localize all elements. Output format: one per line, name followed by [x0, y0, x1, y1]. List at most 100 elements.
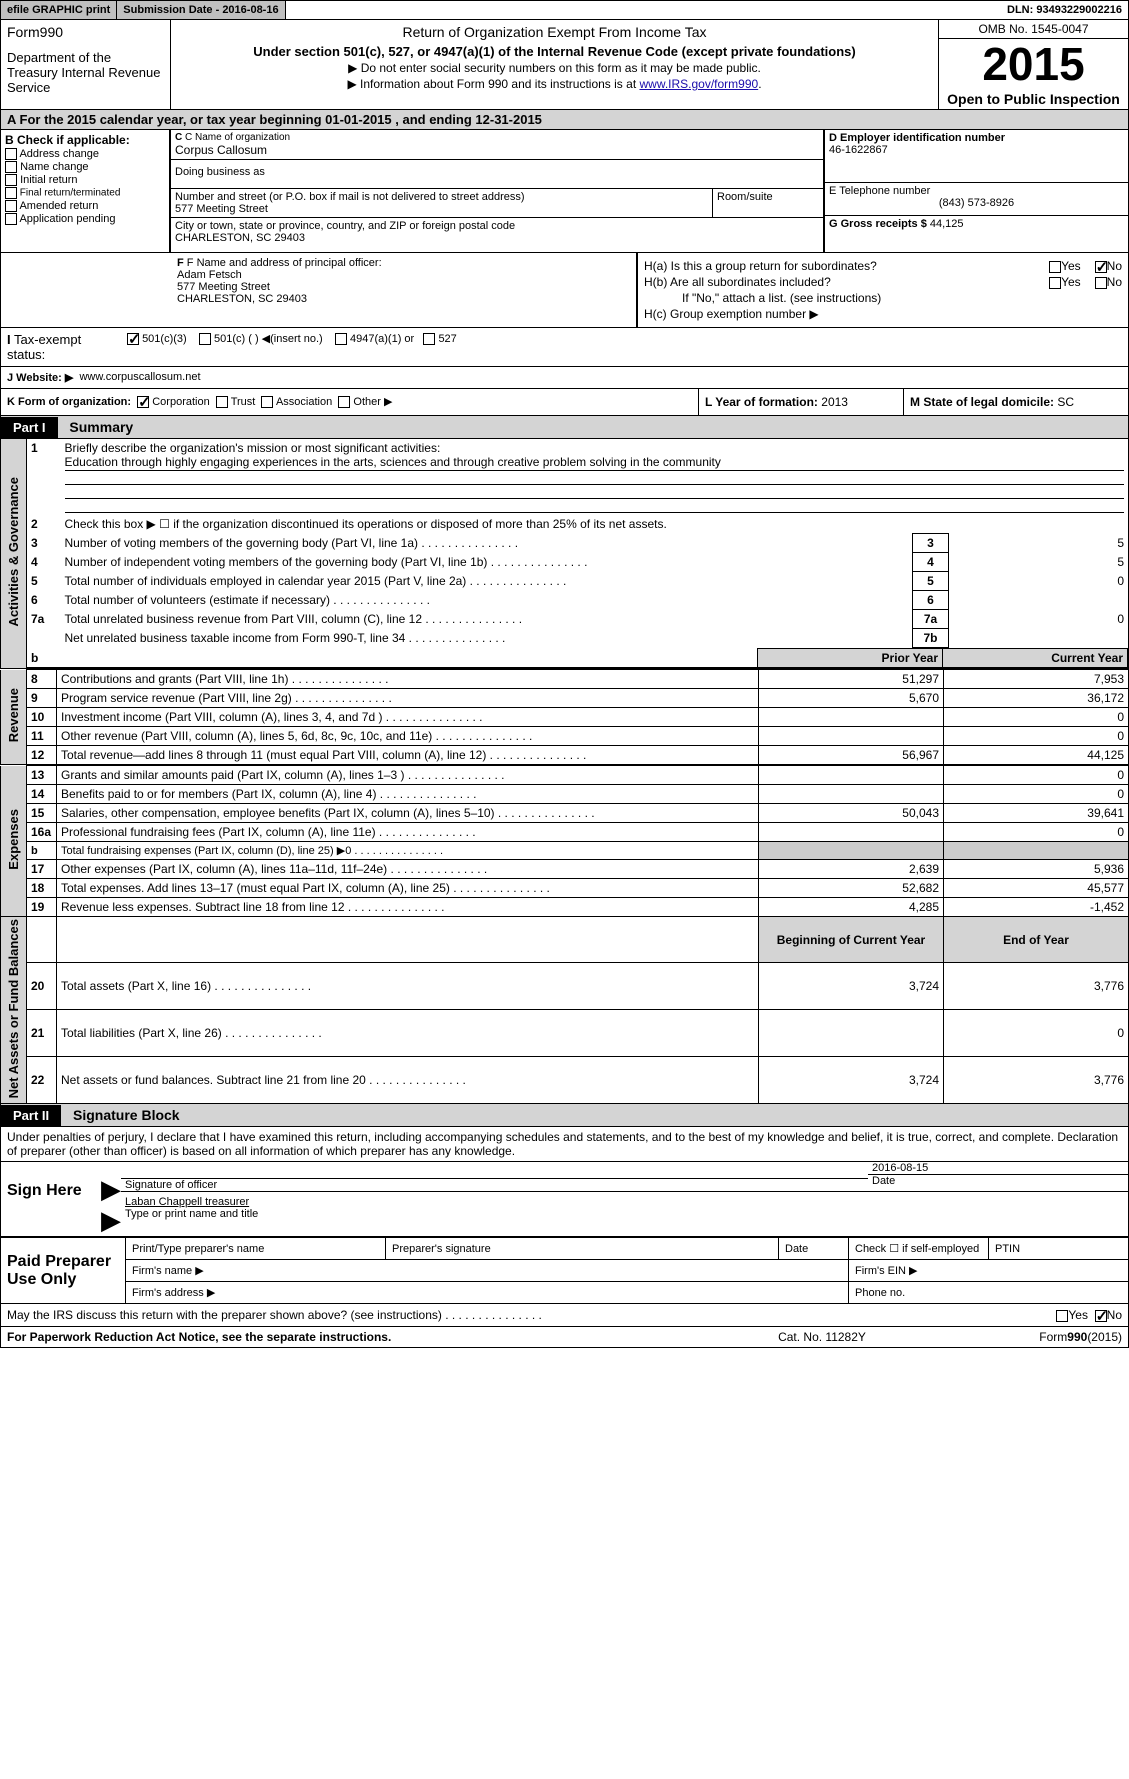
phone-label: E Telephone number	[829, 185, 1124, 197]
dln: DLN: 93493229002216	[1001, 1, 1128, 19]
line-desc: Revenue less expenses. Subtract line 18 …	[57, 898, 759, 917]
sig-officer-label: Signature of officer	[121, 1178, 868, 1191]
form-number: Form990	[7, 24, 164, 40]
cb-527[interactable]: 527	[423, 333, 456, 345]
line-desc: Other expenses (Part IX, column (A), lin…	[57, 860, 759, 879]
cb-name-change[interactable]: Name change	[5, 161, 165, 173]
row-a-tax-year: A For the 2015 calendar year, or tax yea…	[0, 110, 1129, 130]
cy-val: 0	[944, 766, 1129, 785]
perjury-text: Under penalties of perjury, I declare th…	[0, 1127, 1129, 1162]
form-version: Form990(2015)	[922, 1330, 1122, 1344]
irs-yes[interactable]: Yes	[1056, 1308, 1088, 1322]
m-label: M State of legal domicile:	[910, 395, 1054, 409]
h-a-yes[interactable]: Yes	[1049, 259, 1081, 273]
hdr-current: Current Year	[943, 649, 1128, 668]
line4-text: Number of independent voting members of …	[61, 553, 913, 572]
cy-val: 45,577	[944, 879, 1129, 898]
cy-val: 0	[944, 823, 1129, 842]
section-h: H(a) Is this a group return for subordin…	[638, 253, 1128, 327]
sign-here-label: Sign Here	[1, 1162, 101, 1236]
py-val	[759, 1010, 944, 1057]
cb-address-change[interactable]: Address change	[5, 148, 165, 160]
cb-final-return[interactable]: Final return/terminated	[5, 187, 165, 199]
line7b-val	[949, 629, 1129, 648]
efile-print-button[interactable]: efile GRAPHIC print	[1, 1, 117, 19]
part1-title: Summary	[61, 416, 141, 438]
irs-link[interactable]: www.IRS.gov/form990	[639, 77, 758, 91]
h-a-no[interactable]: No	[1095, 259, 1122, 273]
section-table: Expenses13Grants and similar amounts pai…	[0, 765, 1129, 917]
py-val	[759, 727, 944, 746]
k-label: K Form of organization:	[7, 396, 131, 408]
section-table: Net Assets or Fund BalancesBeginning of …	[0, 917, 1129, 1104]
summary-table: Activities & Governance 1 Briefly descri…	[0, 439, 1129, 669]
cy-val: -1,452	[944, 898, 1129, 917]
l-value: 2013	[821, 395, 848, 409]
section-table: Revenue8Contributions and grants (Part V…	[0, 669, 1129, 765]
cb-amended-return[interactable]: Amended return	[5, 200, 165, 212]
cb-4947[interactable]: 4947(a)(1) or	[335, 333, 414, 345]
line-desc: Total assets (Part X, line 16)	[57, 963, 759, 1010]
cy-val: 3,776	[944, 963, 1129, 1010]
line-desc: Total revenue—add lines 8 through 11 (mu…	[57, 746, 759, 765]
py-val: 50,043	[759, 804, 944, 823]
firm-ein: Firm's EIN ▶	[849, 1260, 1129, 1282]
part2-hdr: Part II	[1, 1105, 61, 1126]
officer-name: Adam Fetsch	[177, 269, 630, 281]
py-val	[759, 766, 944, 785]
room-suite-box: Room/suite	[713, 189, 823, 217]
h-b-no[interactable]: No	[1095, 275, 1122, 289]
prep-check[interactable]: Check ☐ if self-employed	[849, 1238, 989, 1260]
section-b-label: B Check if applicable:	[5, 133, 165, 147]
gross-value: 44,125	[930, 218, 964, 230]
line3-val: 5	[949, 534, 1129, 553]
irs-no[interactable]: No	[1095, 1308, 1122, 1322]
cb-application-pending[interactable]: Application pending	[5, 213, 165, 225]
topbar: efile GRAPHIC print Submission Date - 20…	[0, 0, 1129, 20]
h-a-text: H(a) Is this a group return for subordin…	[644, 259, 1049, 273]
topbar-filler	[286, 1, 1001, 19]
py-val	[759, 785, 944, 804]
cb-association[interactable]: Association	[261, 396, 332, 408]
q1-label: Briefly describe the organization's miss…	[65, 441, 441, 455]
hdr-prior: Prior Year	[758, 649, 943, 668]
cat-no: Cat. No. 11282Y	[722, 1330, 922, 1344]
py-val: 51,297	[759, 670, 944, 689]
line5-val: 0	[949, 572, 1129, 591]
phone: (843) 573-8926	[829, 197, 1124, 209]
row-klm: K Form of organization: Corporation Trus…	[0, 389, 1129, 416]
cy-val: 0	[944, 785, 1129, 804]
firm-name: Firm's name ▶	[126, 1260, 849, 1282]
section-f: F F Name and address of principal office…	[171, 253, 638, 327]
ein-label: D Employer identification number	[829, 132, 1005, 144]
cy-val: 39,641	[944, 804, 1129, 823]
py-val: 3,724	[759, 963, 944, 1010]
cb-other[interactable]: Other ▶	[338, 396, 392, 408]
line7a-val: 0	[949, 610, 1129, 629]
line-desc: Total expenses. Add lines 13–17 (must eq…	[57, 879, 759, 898]
h-c-text: H(c) Group exemption number ▶	[644, 307, 1122, 321]
note2-suffix: .	[758, 77, 761, 91]
prep-ptin: PTIN	[989, 1238, 1129, 1260]
h-b-yes[interactable]: Yes	[1049, 275, 1081, 289]
vtab-Net Assets or Fund Balances: Net Assets or Fund Balances	[6, 919, 21, 1098]
website-value: www.corpuscallosum.net	[79, 371, 200, 384]
cb-trust[interactable]: Trust	[216, 396, 256, 408]
vtab-activities: Activities & Governance	[6, 477, 21, 627]
gross-label: G Gross receipts $	[829, 218, 927, 230]
officer-label: F Name and address of principal officer:	[187, 257, 382, 269]
py-val: 4,285	[759, 898, 944, 917]
py-val: 56,967	[759, 746, 944, 765]
line-desc: Salaries, other compensation, employee b…	[57, 804, 759, 823]
cb-corporation[interactable]: Corporation	[137, 396, 210, 408]
py-val: 2,639	[759, 860, 944, 879]
prep-name: Print/Type preparer's name	[126, 1238, 386, 1260]
line-desc: Total fundraising expenses (Part IX, col…	[57, 842, 759, 860]
cb-501c[interactable]: 501(c) ( ) ◀(insert no.)	[199, 333, 323, 345]
sig-date-label: Date	[868, 1174, 1128, 1187]
cb-501c3[interactable]: 501(c)(3)	[127, 333, 187, 345]
line6-val	[949, 591, 1129, 610]
officer-street: 577 Meeting Street	[177, 281, 630, 293]
cb-initial-return[interactable]: Initial return	[5, 174, 165, 186]
open-inspection: Open to Public Inspection	[939, 89, 1128, 109]
